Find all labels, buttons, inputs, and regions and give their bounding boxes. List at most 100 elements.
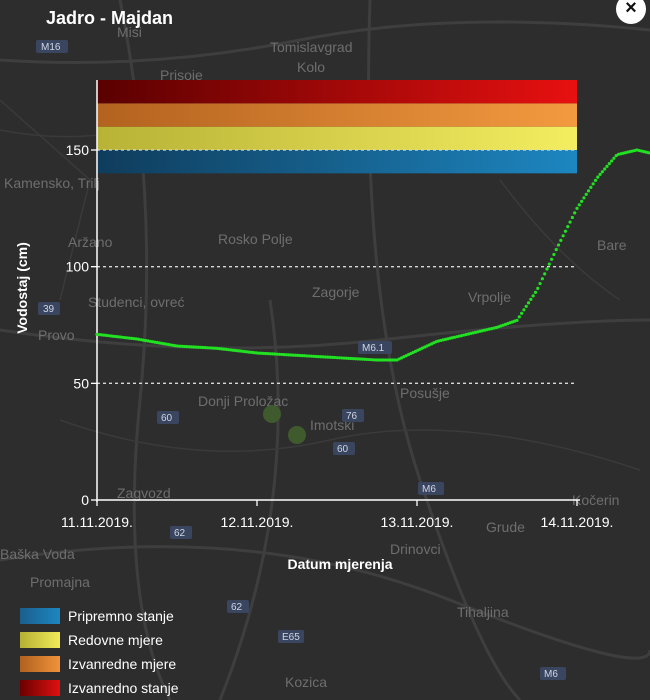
data-point[interactable] (596, 175, 600, 179)
data-point[interactable] (370, 358, 374, 362)
data-point[interactable] (286, 353, 291, 357)
data-point[interactable] (314, 354, 318, 359)
data-point[interactable] (356, 357, 360, 361)
data-point[interactable] (185, 344, 189, 349)
data-point[interactable] (210, 346, 214, 350)
data-point[interactable] (363, 357, 367, 361)
data-point[interactable] (545, 267, 549, 271)
data-point[interactable] (340, 356, 344, 360)
data-point[interactable] (559, 238, 563, 242)
close-button[interactable]: × (616, 0, 646, 24)
data-point[interactable] (372, 358, 376, 362)
data-point[interactable] (280, 352, 284, 357)
data-point[interactable] (254, 351, 258, 355)
legend-item-redovne[interactable]: Redovne mjere (20, 628, 179, 652)
data-point[interactable] (353, 357, 358, 361)
data-point[interactable] (556, 243, 561, 247)
data-point[interactable] (268, 352, 272, 356)
data-point[interactable] (305, 354, 309, 358)
data-point[interactable] (554, 248, 558, 252)
data-point[interactable] (538, 281, 542, 286)
data-point[interactable] (307, 354, 311, 358)
data-point[interactable] (573, 211, 577, 215)
data-point[interactable] (316, 354, 321, 359)
data-point[interactable] (531, 294, 535, 298)
data-point[interactable] (344, 356, 348, 360)
data-point[interactable] (213, 346, 217, 350)
data-point[interactable] (517, 315, 521, 319)
data-point[interactable] (536, 286, 540, 290)
data-point[interactable] (180, 344, 184, 348)
data-point[interactable] (568, 220, 572, 224)
data-point[interactable] (522, 308, 526, 312)
data-point[interactable] (575, 206, 579, 210)
data-point[interactable] (203, 346, 208, 350)
data-point[interactable] (282, 352, 286, 357)
data-point[interactable] (277, 352, 281, 356)
data-point[interactable] (383, 358, 388, 362)
data-point[interactable] (206, 346, 210, 350)
data-point[interactable] (533, 290, 538, 294)
data-point[interactable] (263, 351, 268, 356)
data-point[interactable] (570, 215, 574, 220)
data-point[interactable] (298, 353, 302, 358)
data-point[interactable] (196, 345, 201, 349)
data-point[interactable] (374, 358, 378, 362)
map-marker[interactable] (263, 405, 281, 423)
data-point[interactable] (183, 344, 187, 349)
data-point[interactable] (284, 353, 288, 357)
data-point[interactable] (293, 353, 298, 357)
data-point[interactable] (291, 353, 295, 357)
data-point[interactable] (584, 192, 588, 196)
data-point[interactable] (379, 358, 383, 362)
data-point[interactable] (577, 203, 581, 207)
data-point[interactable] (524, 304, 528, 308)
data-point[interactable] (367, 357, 371, 362)
data-point[interactable] (261, 351, 265, 355)
data-point[interactable] (540, 277, 544, 281)
data-point[interactable] (381, 358, 385, 362)
data-point[interactable] (300, 354, 304, 358)
data-point[interactable] (187, 345, 191, 349)
data-point[interactable] (256, 351, 261, 355)
data-point[interactable] (547, 262, 551, 266)
data-point[interactable] (310, 354, 314, 358)
data-point[interactable] (342, 356, 346, 360)
map-marker[interactable] (288, 426, 306, 444)
data-point[interactable] (566, 225, 570, 229)
data-point[interactable] (393, 358, 397, 362)
data-point[interactable] (351, 357, 355, 361)
data-point[interactable] (543, 272, 547, 276)
data-point[interactable] (303, 354, 307, 358)
data-point[interactable] (526, 301, 531, 305)
data-point[interactable] (589, 185, 593, 189)
data-point[interactable] (273, 352, 277, 356)
data-point[interactable] (358, 357, 362, 361)
data-point[interactable] (600, 170, 604, 174)
data-point[interactable] (390, 358, 394, 362)
data-point[interactable] (386, 358, 390, 362)
data-point[interactable] (346, 356, 351, 360)
data-point[interactable] (550, 257, 554, 261)
legend-item-pripremno[interactable]: Pripremno stanje (20, 604, 179, 628)
data-point[interactable] (328, 355, 332, 359)
data-point[interactable] (586, 189, 591, 193)
data-point[interactable] (201, 345, 205, 350)
data-point[interactable] (259, 351, 263, 355)
data-point[interactable] (330, 355, 334, 359)
data-point[interactable] (610, 159, 614, 163)
data-point[interactable] (360, 357, 364, 361)
data-point[interactable] (365, 357, 369, 362)
legend-item-izvanredno-stanje[interactable]: Izvanredno stanje (20, 676, 179, 700)
data-point[interactable] (561, 234, 565, 238)
data-point[interactable] (275, 352, 279, 356)
data-point[interactable] (199, 345, 203, 349)
data-point[interactable] (349, 356, 353, 361)
data-point[interactable] (192, 345, 196, 349)
legend-item-izvanredne-mjere[interactable]: Izvanredne mjere (20, 652, 179, 676)
data-point[interactable] (312, 354, 316, 358)
data-point[interactable] (190, 345, 194, 349)
data-point[interactable] (515, 318, 519, 322)
data-point[interactable] (529, 297, 533, 301)
data-point[interactable] (593, 178, 598, 182)
